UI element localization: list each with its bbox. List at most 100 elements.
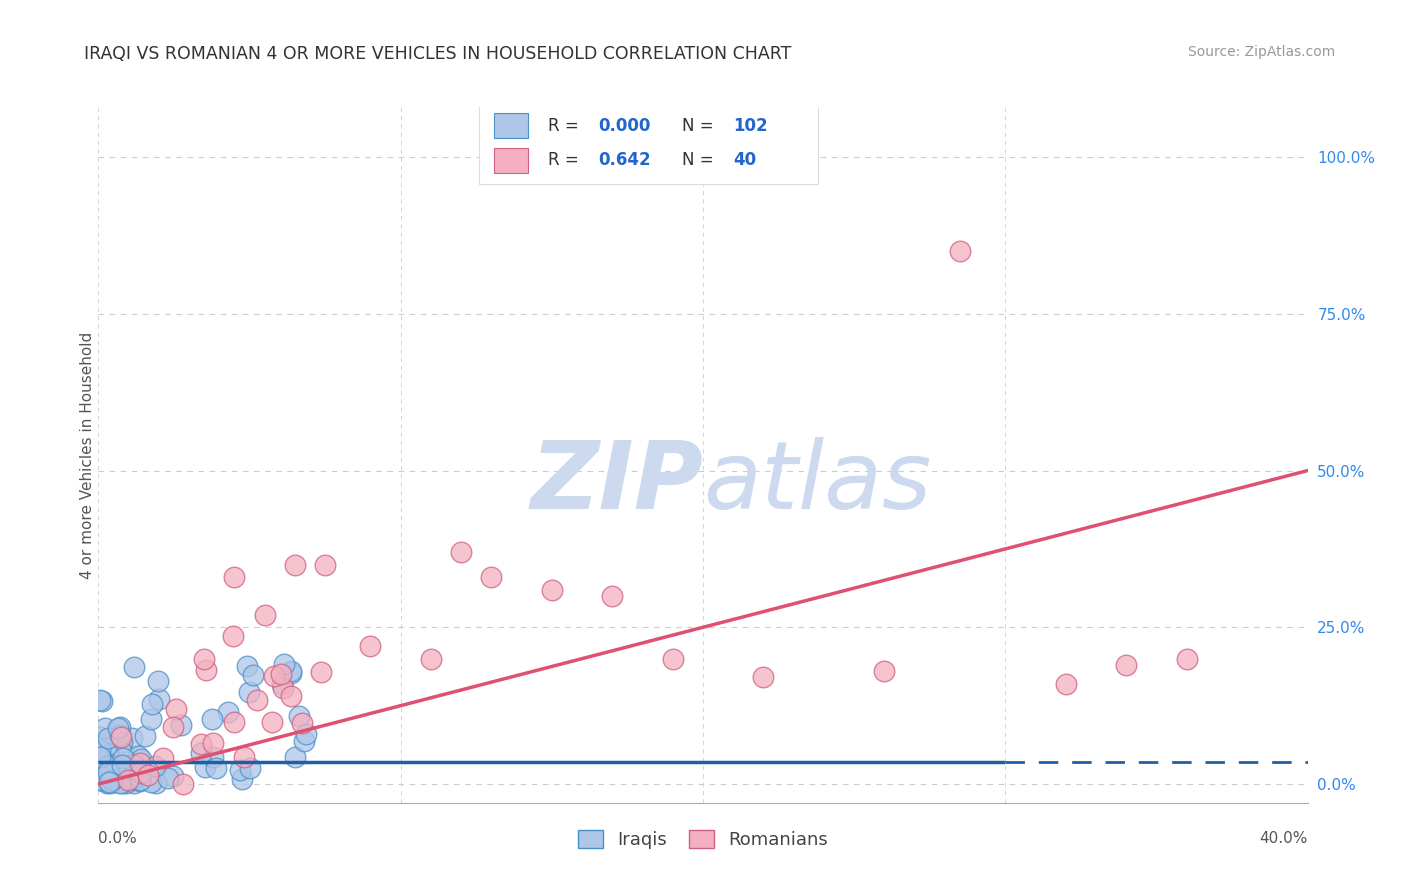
Point: [295, 726, 318, 740]
Point: [157, 771, 180, 785]
Text: Source: ZipAtlas.com: Source: ZipAtlas.com: [1188, 45, 1336, 59]
Point: [162, 720, 184, 734]
Point: [602, 589, 624, 603]
Point: [129, 766, 152, 780]
Point: [1115, 657, 1137, 672]
Text: 102: 102: [734, 117, 768, 135]
Point: [205, 761, 228, 775]
FancyBboxPatch shape: [494, 113, 527, 138]
Point: [201, 712, 224, 726]
Point: [128, 774, 150, 789]
Point: [231, 772, 253, 786]
Point: [89, 693, 111, 707]
Point: [949, 244, 972, 259]
Point: [284, 558, 307, 572]
Point: [107, 721, 129, 735]
Point: [450, 545, 472, 559]
Text: R =: R =: [548, 117, 579, 135]
Point: [481, 570, 503, 584]
Point: [90, 769, 112, 783]
Point: [107, 768, 129, 782]
Point: [280, 689, 302, 703]
Point: [110, 728, 132, 742]
Point: [96, 775, 118, 789]
Text: R =: R =: [548, 152, 579, 169]
Point: [90, 773, 112, 788]
Point: [1175, 651, 1198, 665]
Point: [111, 776, 134, 790]
Point: [224, 570, 246, 584]
Point: [91, 770, 114, 784]
Point: [118, 769, 141, 783]
Point: [263, 669, 285, 683]
Text: atlas: atlas: [703, 437, 931, 528]
Point: [108, 776, 131, 790]
Point: [222, 629, 245, 643]
Point: [138, 768, 160, 782]
Point: [110, 743, 132, 757]
Point: [139, 774, 162, 789]
Point: [271, 677, 294, 691]
Text: ZIP: ZIP: [530, 437, 703, 529]
Point: [124, 757, 146, 772]
Point: [91, 694, 114, 708]
Legend: Iraqis, Romanians: Iraqis, Romanians: [571, 823, 835, 856]
Point: [97, 767, 120, 781]
Point: [122, 776, 145, 790]
Point: [105, 760, 128, 774]
Point: [162, 769, 184, 783]
Point: [141, 712, 163, 726]
Point: [190, 746, 212, 760]
Point: [1054, 676, 1077, 690]
Point: [89, 742, 111, 756]
Point: [111, 735, 134, 749]
Point: [288, 708, 311, 723]
Point: [98, 764, 121, 779]
Point: [253, 607, 276, 622]
Point: [873, 664, 896, 678]
Point: [105, 762, 128, 776]
Point: [148, 692, 170, 706]
Point: [111, 751, 134, 765]
Text: 0.642: 0.642: [598, 152, 651, 169]
Point: [134, 730, 156, 744]
Point: [165, 701, 187, 715]
Point: [111, 745, 134, 759]
Y-axis label: 4 or more Vehicles in Household: 4 or more Vehicles in Household: [80, 331, 94, 579]
Point: [110, 763, 132, 777]
Point: [143, 758, 166, 772]
Point: [97, 764, 120, 779]
Point: [291, 715, 314, 730]
Point: [420, 651, 443, 665]
Text: N =: N =: [682, 117, 714, 135]
Point: [91, 763, 114, 777]
Point: [91, 754, 114, 768]
Point: [98, 776, 121, 790]
Point: [311, 665, 333, 680]
Point: [284, 750, 307, 764]
Point: [97, 774, 120, 789]
Point: [239, 761, 262, 775]
Point: [101, 761, 124, 775]
Point: [110, 720, 132, 734]
Point: [273, 657, 295, 672]
Point: [201, 736, 224, 750]
Point: [292, 734, 315, 748]
Point: [96, 759, 118, 773]
Point: [96, 769, 118, 783]
Point: [94, 721, 117, 735]
Point: [152, 750, 174, 764]
Point: [280, 665, 302, 679]
Point: [104, 759, 127, 773]
Point: [260, 715, 283, 730]
Point: [190, 737, 212, 751]
Point: [104, 775, 127, 789]
FancyBboxPatch shape: [479, 103, 818, 184]
Point: [129, 756, 152, 771]
Point: [112, 764, 135, 778]
Point: [97, 747, 120, 761]
Point: [270, 667, 292, 681]
Point: [194, 664, 217, 678]
Point: [280, 665, 302, 680]
Point: [89, 771, 111, 785]
